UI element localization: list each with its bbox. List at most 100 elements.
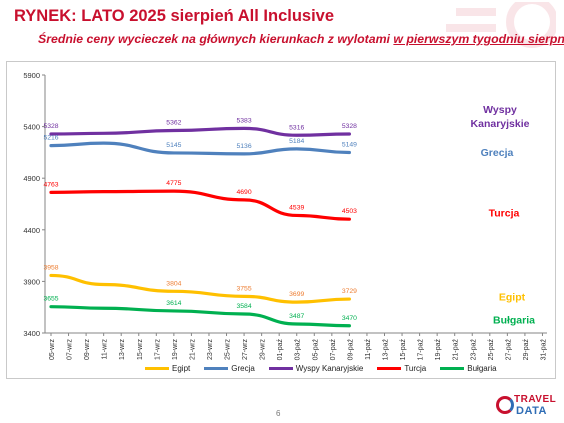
x-tick-label: 21-wrz — [189, 339, 196, 361]
series-line-turcja — [49, 189, 351, 221]
data-label: 5328 — [342, 123, 357, 130]
logo-text-data: DATA — [516, 405, 547, 417]
x-tick-label: 29-wrz — [260, 339, 267, 361]
x-tick-label: 29-paź — [523, 339, 530, 361]
legend-swatch — [204, 366, 229, 370]
legend-label: Wyspy Kanaryjskie — [295, 363, 364, 373]
data-label: 3699 — [289, 291, 304, 298]
series-end-label: Bułgaria — [493, 315, 535, 327]
page-number: 6 — [276, 409, 281, 418]
x-tick-label: 13-paź — [382, 339, 389, 361]
x-tick-label: 13-wrz — [119, 339, 126, 361]
logo-text-travel: TRAVEL — [514, 394, 557, 405]
legend-swatch — [440, 366, 465, 370]
legend-item: Egipt — [145, 364, 190, 373]
x-tick-label: 03-paź — [295, 339, 302, 361]
subtitle-text: Średnie ceny wycieczek na głównych kieru… — [38, 32, 394, 46]
y-tick-label: 4400 — [23, 226, 40, 235]
series-end-label: Wyspy — [483, 104, 517, 116]
x-tick-label: 15-wrz — [137, 339, 144, 361]
x-tick-label: 07-wrz — [67, 339, 74, 361]
data-label: 4539 — [289, 204, 304, 211]
series-line-wyspy-kanaryjskie — [49, 126, 351, 137]
data-label: 4763 — [43, 181, 58, 188]
data-label: 4690 — [237, 189, 252, 196]
y-tick-label: 5900 — [23, 71, 40, 80]
x-tick-label: 17-wrz — [154, 339, 161, 361]
legend-item: Turcja — [377, 364, 426, 373]
x-tick-label: 09-paź — [347, 339, 354, 361]
data-label: 3487 — [289, 313, 304, 320]
series-line-grecja — [49, 141, 351, 156]
data-label: 3584 — [237, 303, 252, 310]
legend-item: Wyspy Kanaryjskie — [268, 363, 364, 373]
x-tick-label: 05-paź — [312, 339, 319, 361]
x-tick-label: 05-wrz — [49, 339, 56, 361]
decorative-ring-graphic — [446, 2, 556, 48]
series-end-label: Kanaryjskie — [471, 118, 530, 130]
data-label: 5216 — [43, 135, 58, 142]
data-label: 5184 — [289, 138, 304, 145]
data-label: 5145 — [166, 142, 181, 149]
series-line-bu-garia — [49, 305, 351, 328]
y-tick-label: 5400 — [23, 123, 40, 132]
x-tick-label: 23-wrz — [207, 339, 214, 361]
data-label: 3804 — [166, 280, 181, 287]
data-label: 3755 — [237, 285, 252, 292]
travel-data-logo: TRAVEL DATA — [496, 394, 558, 420]
x-tick-label: 11-wrz — [102, 339, 109, 360]
x-tick-label: 25-wrz — [225, 339, 232, 361]
x-tick-label: 07-paź — [330, 339, 337, 361]
data-label: 3470 — [342, 315, 357, 322]
series-end-label: Egipt — [499, 291, 526, 303]
data-label: 5149 — [342, 142, 357, 149]
y-tick-label: 3400 — [23, 329, 40, 338]
x-tick-label: 19-paź — [435, 339, 442, 361]
page-title: RYNEK: LATO 2025 sierpień All Inclusive — [14, 7, 335, 25]
x-tick-label: 11-paź — [365, 339, 372, 360]
data-label: 5328 — [43, 123, 58, 130]
data-label: 5383 — [237, 117, 252, 124]
legend-swatch — [268, 366, 293, 370]
data-label: 4775 — [166, 180, 181, 187]
x-tick-label: 21-paź — [453, 339, 460, 361]
series-end-label: Turcja — [489, 207, 520, 219]
page-subtitle: Średnie ceny wycieczek na głównych kieru… — [38, 32, 564, 46]
slide-header: RYNEK: LATO 2025 sierpień All Inclusive … — [0, 0, 564, 58]
x-tick-label: 25-paź — [488, 339, 495, 361]
data-label: 5316 — [289, 124, 304, 131]
x-tick-label: 01-paź — [277, 339, 284, 361]
chart-area: 3400 3900 4400 4900 5400 5900 05-wrz 07-wrz 09-w… — [6, 61, 556, 379]
x-tick-label: 27-wrz — [242, 339, 249, 361]
data-label: 3614 — [166, 300, 181, 307]
line-chart: 3400 3900 4400 4900 5400 5900 05-wrz 07-wrz 09-w… — [23, 71, 547, 361]
data-label: 3958 — [43, 264, 58, 271]
x-tick-label: 31-paź — [540, 339, 547, 361]
legend-label: Grecja — [231, 363, 255, 373]
x-tick-label: 15-paź — [400, 339, 407, 361]
data-label: 4503 — [342, 208, 357, 215]
x-tick-label: 27-paź — [505, 339, 512, 361]
legend-item: Grecja — [204, 364, 255, 373]
series-end-label: Grecja — [481, 147, 514, 159]
legend-label: Turcja — [404, 363, 427, 373]
legend-label: Egipt — [172, 363, 191, 373]
x-tick-label: 17-paź — [418, 339, 425, 361]
x-tick-label: 19-wrz — [172, 339, 179, 361]
x-tick-label: 09-wrz — [84, 339, 91, 361]
data-label: 3655 — [43, 296, 58, 303]
chart-legend: Egipt Grecja Wyspy Kanaryjskie Turcja Bułgar… — [145, 361, 511, 375]
y-tick-label: 3900 — [23, 277, 40, 286]
legend-swatch — [145, 366, 169, 370]
legend-item: Bułgaria — [440, 363, 497, 373]
data-label: 5362 — [166, 120, 181, 127]
logo-ring-icon — [496, 396, 514, 414]
data-label: 3729 — [342, 288, 357, 295]
legend-swatch — [377, 366, 402, 370]
subtitle-underlined-text: w pierwszym tygodniu sierpnia — [393, 32, 564, 46]
x-tick-label: 23-paź — [470, 339, 477, 361]
y-tick-label: 4900 — [23, 174, 40, 183]
series-line-egipt — [49, 273, 351, 304]
data-label: 5136 — [237, 143, 252, 150]
legend-label: Bułgaria — [467, 363, 497, 373]
